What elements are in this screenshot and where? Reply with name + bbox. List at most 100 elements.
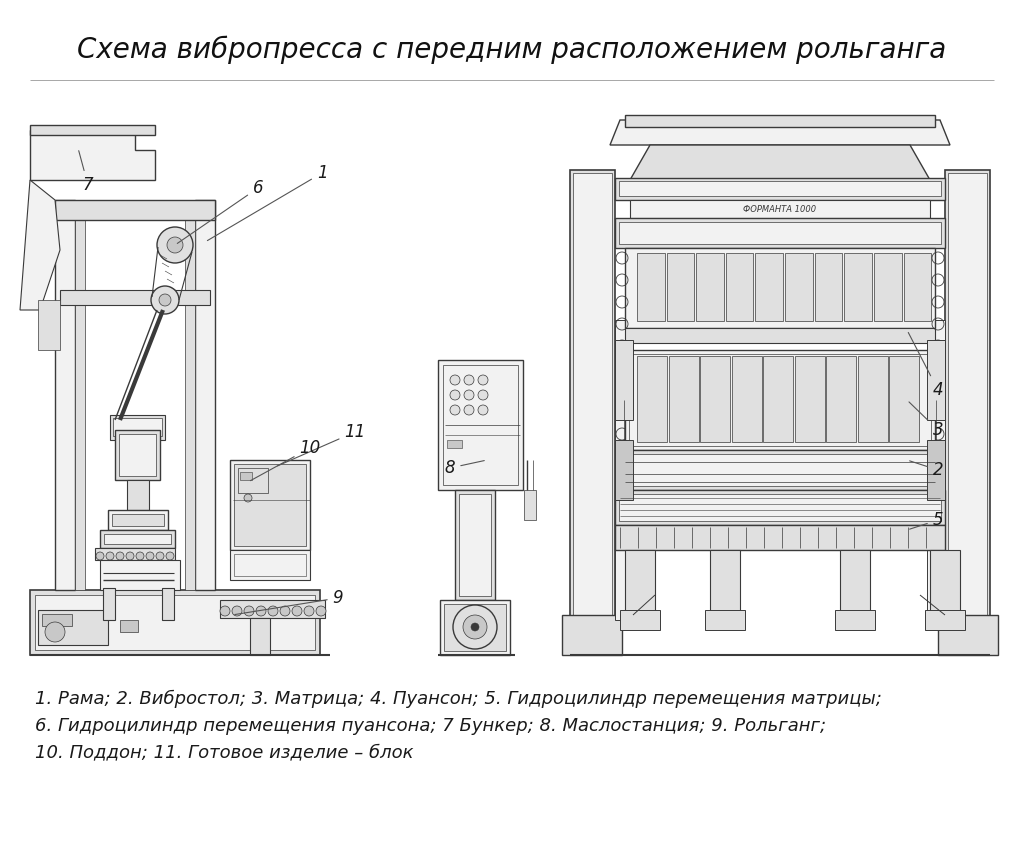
Bar (524, 490, 536, 520)
Circle shape (464, 405, 474, 415)
Circle shape (96, 552, 104, 560)
Bar (615, 320, 633, 620)
Bar (100, 560, 180, 590)
Circle shape (45, 622, 65, 642)
Circle shape (280, 606, 290, 616)
Bar (629, 354, 931, 446)
Bar (104, 534, 171, 544)
Bar (857, 356, 888, 442)
Bar (459, 494, 490, 596)
Bar (570, 170, 615, 650)
Bar (250, 618, 270, 655)
Circle shape (268, 606, 278, 616)
Bar (195, 200, 215, 590)
Bar (620, 610, 660, 630)
Bar (573, 173, 612, 647)
Bar (945, 170, 990, 650)
Bar (927, 320, 945, 620)
Bar (120, 620, 138, 632)
Bar (100, 530, 175, 548)
Bar (625, 450, 935, 490)
Bar (889, 356, 919, 442)
Bar (230, 460, 310, 550)
Circle shape (156, 552, 164, 560)
Circle shape (450, 375, 460, 385)
Circle shape (453, 605, 497, 649)
Polygon shape (20, 180, 60, 310)
Text: 3: 3 (909, 402, 943, 439)
Circle shape (126, 552, 134, 560)
Bar (873, 253, 901, 321)
Bar (925, 610, 965, 630)
Bar (447, 440, 462, 448)
Text: Схема вибропресса с передним расположением рольганга: Схема вибропресса с передним расположени… (78, 35, 946, 64)
Bar (103, 588, 115, 620)
Circle shape (463, 615, 487, 639)
Bar (220, 600, 325, 618)
Bar (119, 434, 156, 476)
Bar (55, 200, 75, 590)
Text: 1: 1 (208, 164, 328, 241)
Bar (618, 181, 941, 196)
Bar (42, 614, 72, 626)
Circle shape (464, 390, 474, 400)
Bar (615, 340, 633, 420)
Bar (38, 610, 108, 645)
Bar (927, 340, 945, 420)
Text: 2: 2 (909, 461, 943, 479)
Circle shape (151, 286, 179, 314)
Bar (903, 253, 931, 321)
Bar (625, 328, 935, 343)
Bar (615, 440, 633, 500)
Text: 11: 11 (278, 423, 366, 466)
Bar (625, 550, 655, 615)
Bar (185, 200, 195, 590)
Bar (238, 468, 268, 493)
Bar (618, 222, 941, 244)
Polygon shape (30, 130, 155, 180)
Bar (95, 548, 175, 560)
Bar (756, 253, 783, 321)
Bar (615, 525, 945, 550)
Bar (438, 360, 523, 490)
Bar (113, 418, 162, 436)
Bar (112, 514, 164, 526)
Bar (731, 356, 762, 442)
Bar (938, 615, 998, 655)
Bar (629, 454, 931, 486)
Text: 8: 8 (444, 459, 484, 477)
Bar (234, 554, 306, 576)
Bar (785, 253, 813, 321)
Circle shape (220, 606, 230, 616)
Bar (669, 356, 698, 442)
Circle shape (478, 390, 488, 400)
Circle shape (157, 227, 193, 263)
Bar (230, 550, 310, 580)
Bar (835, 610, 874, 630)
Bar (625, 248, 935, 328)
Bar (763, 356, 793, 442)
Circle shape (116, 552, 124, 560)
Polygon shape (610, 120, 950, 145)
Bar (705, 610, 745, 630)
Circle shape (450, 405, 460, 415)
Circle shape (146, 552, 154, 560)
Bar (618, 494, 941, 521)
Text: 7: 7 (79, 151, 93, 194)
Circle shape (232, 606, 242, 616)
Bar (930, 550, 961, 615)
Circle shape (304, 606, 314, 616)
Circle shape (478, 375, 488, 385)
Bar (162, 588, 174, 620)
Circle shape (244, 494, 252, 502)
Bar (710, 550, 740, 615)
Bar (30, 125, 155, 135)
Bar (440, 600, 510, 655)
Bar (637, 253, 665, 321)
Bar (115, 430, 160, 480)
Bar (637, 356, 667, 442)
Text: 1. Рама; 2. Вибростол; 3. Матрица; 4. Пуансон; 5. Гидроцилиндр перемещения матри: 1. Рама; 2. Вибростол; 3. Матрица; 4. Пу… (35, 690, 882, 761)
Bar (562, 615, 622, 655)
Circle shape (159, 294, 171, 306)
Circle shape (471, 623, 479, 631)
